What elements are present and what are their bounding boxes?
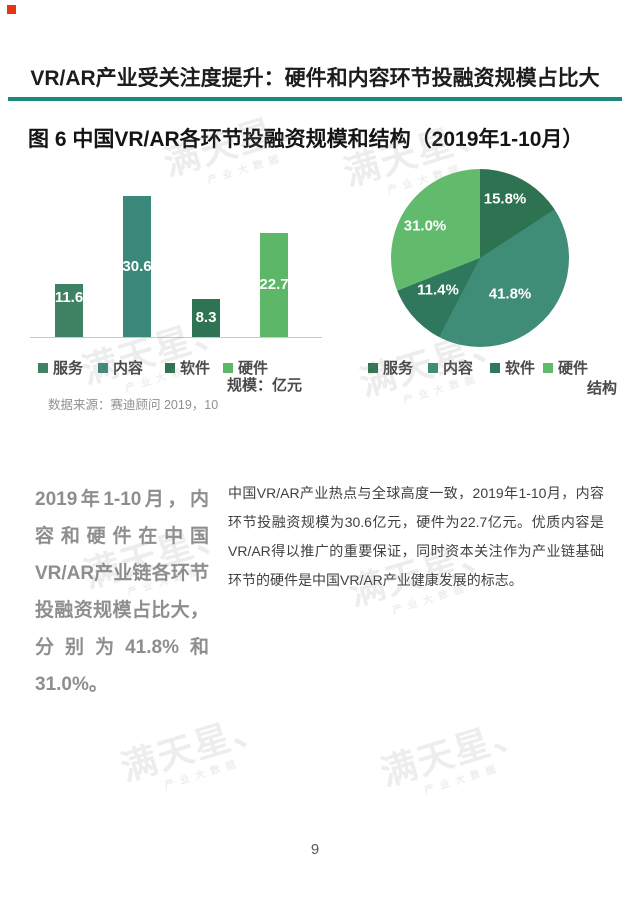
corner-red-marker [7,5,16,14]
legend-label: 软件 [180,360,211,377]
pie-slice-label-service: 15.8% [483,190,527,208]
legend-swatch-icon [428,362,438,373]
legend-swatch-icon [98,362,108,373]
bar-service: 11.6 [54,283,84,337]
pie-chart-circle [391,169,569,347]
legend-swatch-icon [38,362,48,373]
legend-label: 内容 [113,360,144,377]
bar-value-label: 30.6 [122,258,152,276]
legend-item-hardware: 硬件 [543,357,588,378]
pie-chart: 15.8% 41.8% 11.4% 31.0% 服务 内容 软件 硬件 结构 [350,160,630,420]
legend-item-software: 软件 [490,357,535,378]
pie-slice-label-software: 11.4% [417,281,459,299]
watermark: 满天星 产业大数据 [376,713,538,807]
legend-swatch-icon [543,362,553,373]
bar-unit-label: 规模：亿元 [227,377,303,394]
bar-hardware: 22.7 [259,232,289,337]
left-highlight-text: 2019年1-10月，内容和硬件在中国VR/AR产业链各环节投融资规模占比大，分… [35,489,209,695]
body-paragraph: 中国VR/AR产业热点与全球高度一致，2019年1-10月，内容环节投融资规模为… [228,485,604,588]
legend-item-content: 内容 [98,357,143,378]
bar-value-label: 8.3 [195,309,217,327]
legend-label: 软件 [505,360,536,377]
watermark: 满天星 产业大数据 [116,708,278,802]
legend-label: 服务 [53,360,84,377]
legend-label: 服务 [383,360,414,377]
pie-slice-label-content: 41.8% [488,285,532,303]
pie-axis-label: 结构 [586,380,617,397]
legend-item-software: 软件 [165,357,210,378]
bar-content: 30.6 [122,196,152,337]
legend-label: 硬件 [238,360,269,377]
legend-swatch-icon [368,362,378,373]
bar-value-label: 11.6 [54,288,84,306]
bar-chart-plot-area: 11.6 30.6 8.3 22.7 [30,160,322,338]
legend-item-content: 内容 [428,357,473,378]
figure-title: 图 6 中国VR/AR各环节投融资规模和结构（2019年1-10月） [28,128,584,151]
legend-label: 内容 [443,360,474,377]
pie-slice-label-hardware: 31.0% [403,217,447,235]
legend-swatch-icon [223,362,233,373]
header-divider [8,97,622,101]
legend-item-service: 服务 [38,357,83,378]
legend-swatch-icon [165,362,175,373]
bar-value-label: 22.7 [259,276,289,294]
bar-chart: 11.6 30.6 8.3 22.7 服务 内容 软件 硬件 [30,160,322,420]
legend-item-service: 服务 [368,357,413,378]
page-number: 9 [310,841,320,858]
bar-software: 8.3 [192,298,220,337]
legend-label: 硬件 [558,360,589,377]
legend-item-hardware: 硬件 [223,357,268,378]
data-source: 数据来源：赛迪顾问 2019，10 [48,398,219,412]
legend-swatch-icon [490,362,500,373]
page-title: VR/AR产业受关注度提升：硬件和内容环节投融资规模占比大 [30,67,600,90]
